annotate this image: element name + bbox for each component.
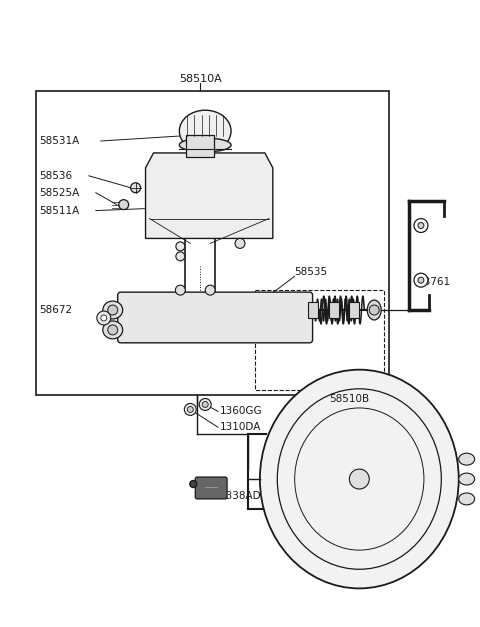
Bar [255, 290, 384, 389]
Circle shape [108, 305, 118, 315]
Text: 58511A: 58511A [39, 206, 79, 216]
Circle shape [190, 480, 197, 487]
FancyBboxPatch shape [118, 292, 312, 343]
Bar [349, 302, 360, 318]
Circle shape [418, 223, 424, 228]
Ellipse shape [103, 321, 123, 339]
Bar [308, 302, 318, 318]
Bar [186, 135, 214, 157]
Circle shape [108, 325, 118, 335]
Text: 58535: 58535 [295, 267, 328, 277]
Circle shape [187, 406, 193, 413]
Circle shape [414, 273, 428, 287]
Circle shape [205, 285, 215, 295]
Circle shape [418, 277, 424, 283]
Ellipse shape [260, 370, 459, 588]
Ellipse shape [103, 301, 123, 319]
Circle shape [175, 285, 185, 295]
Bar [329, 302, 339, 318]
Ellipse shape [367, 300, 381, 320]
FancyBboxPatch shape [195, 477, 227, 499]
Circle shape [176, 252, 185, 261]
Text: 1310DA: 1310DA [220, 423, 262, 433]
Text: 58510A: 58510A [179, 75, 222, 85]
Text: 58510B: 58510B [329, 394, 370, 404]
Circle shape [131, 182, 141, 192]
Text: 58531A: 58531A [39, 136, 79, 146]
Circle shape [119, 199, 129, 209]
Circle shape [184, 404, 196, 416]
Text: 58672: 58672 [39, 305, 72, 315]
Text: 1338AD: 1338AD [220, 491, 262, 501]
Circle shape [202, 401, 208, 408]
Ellipse shape [180, 138, 231, 152]
Circle shape [97, 311, 111, 325]
Text: 58525A: 58525A [39, 187, 79, 198]
Circle shape [414, 219, 428, 233]
Circle shape [349, 469, 369, 489]
Text: 58536: 58536 [39, 171, 72, 181]
Bar [36, 92, 389, 394]
Ellipse shape [180, 110, 231, 152]
Polygon shape [145, 153, 273, 238]
Text: 1360GG: 1360GG [220, 406, 263, 416]
Ellipse shape [459, 493, 475, 505]
Ellipse shape [459, 453, 475, 465]
Text: 58761: 58761 [417, 277, 450, 287]
Circle shape [101, 315, 107, 321]
Circle shape [235, 238, 245, 248]
Circle shape [369, 305, 379, 315]
Circle shape [176, 242, 185, 251]
Circle shape [199, 399, 211, 411]
Ellipse shape [459, 473, 475, 485]
